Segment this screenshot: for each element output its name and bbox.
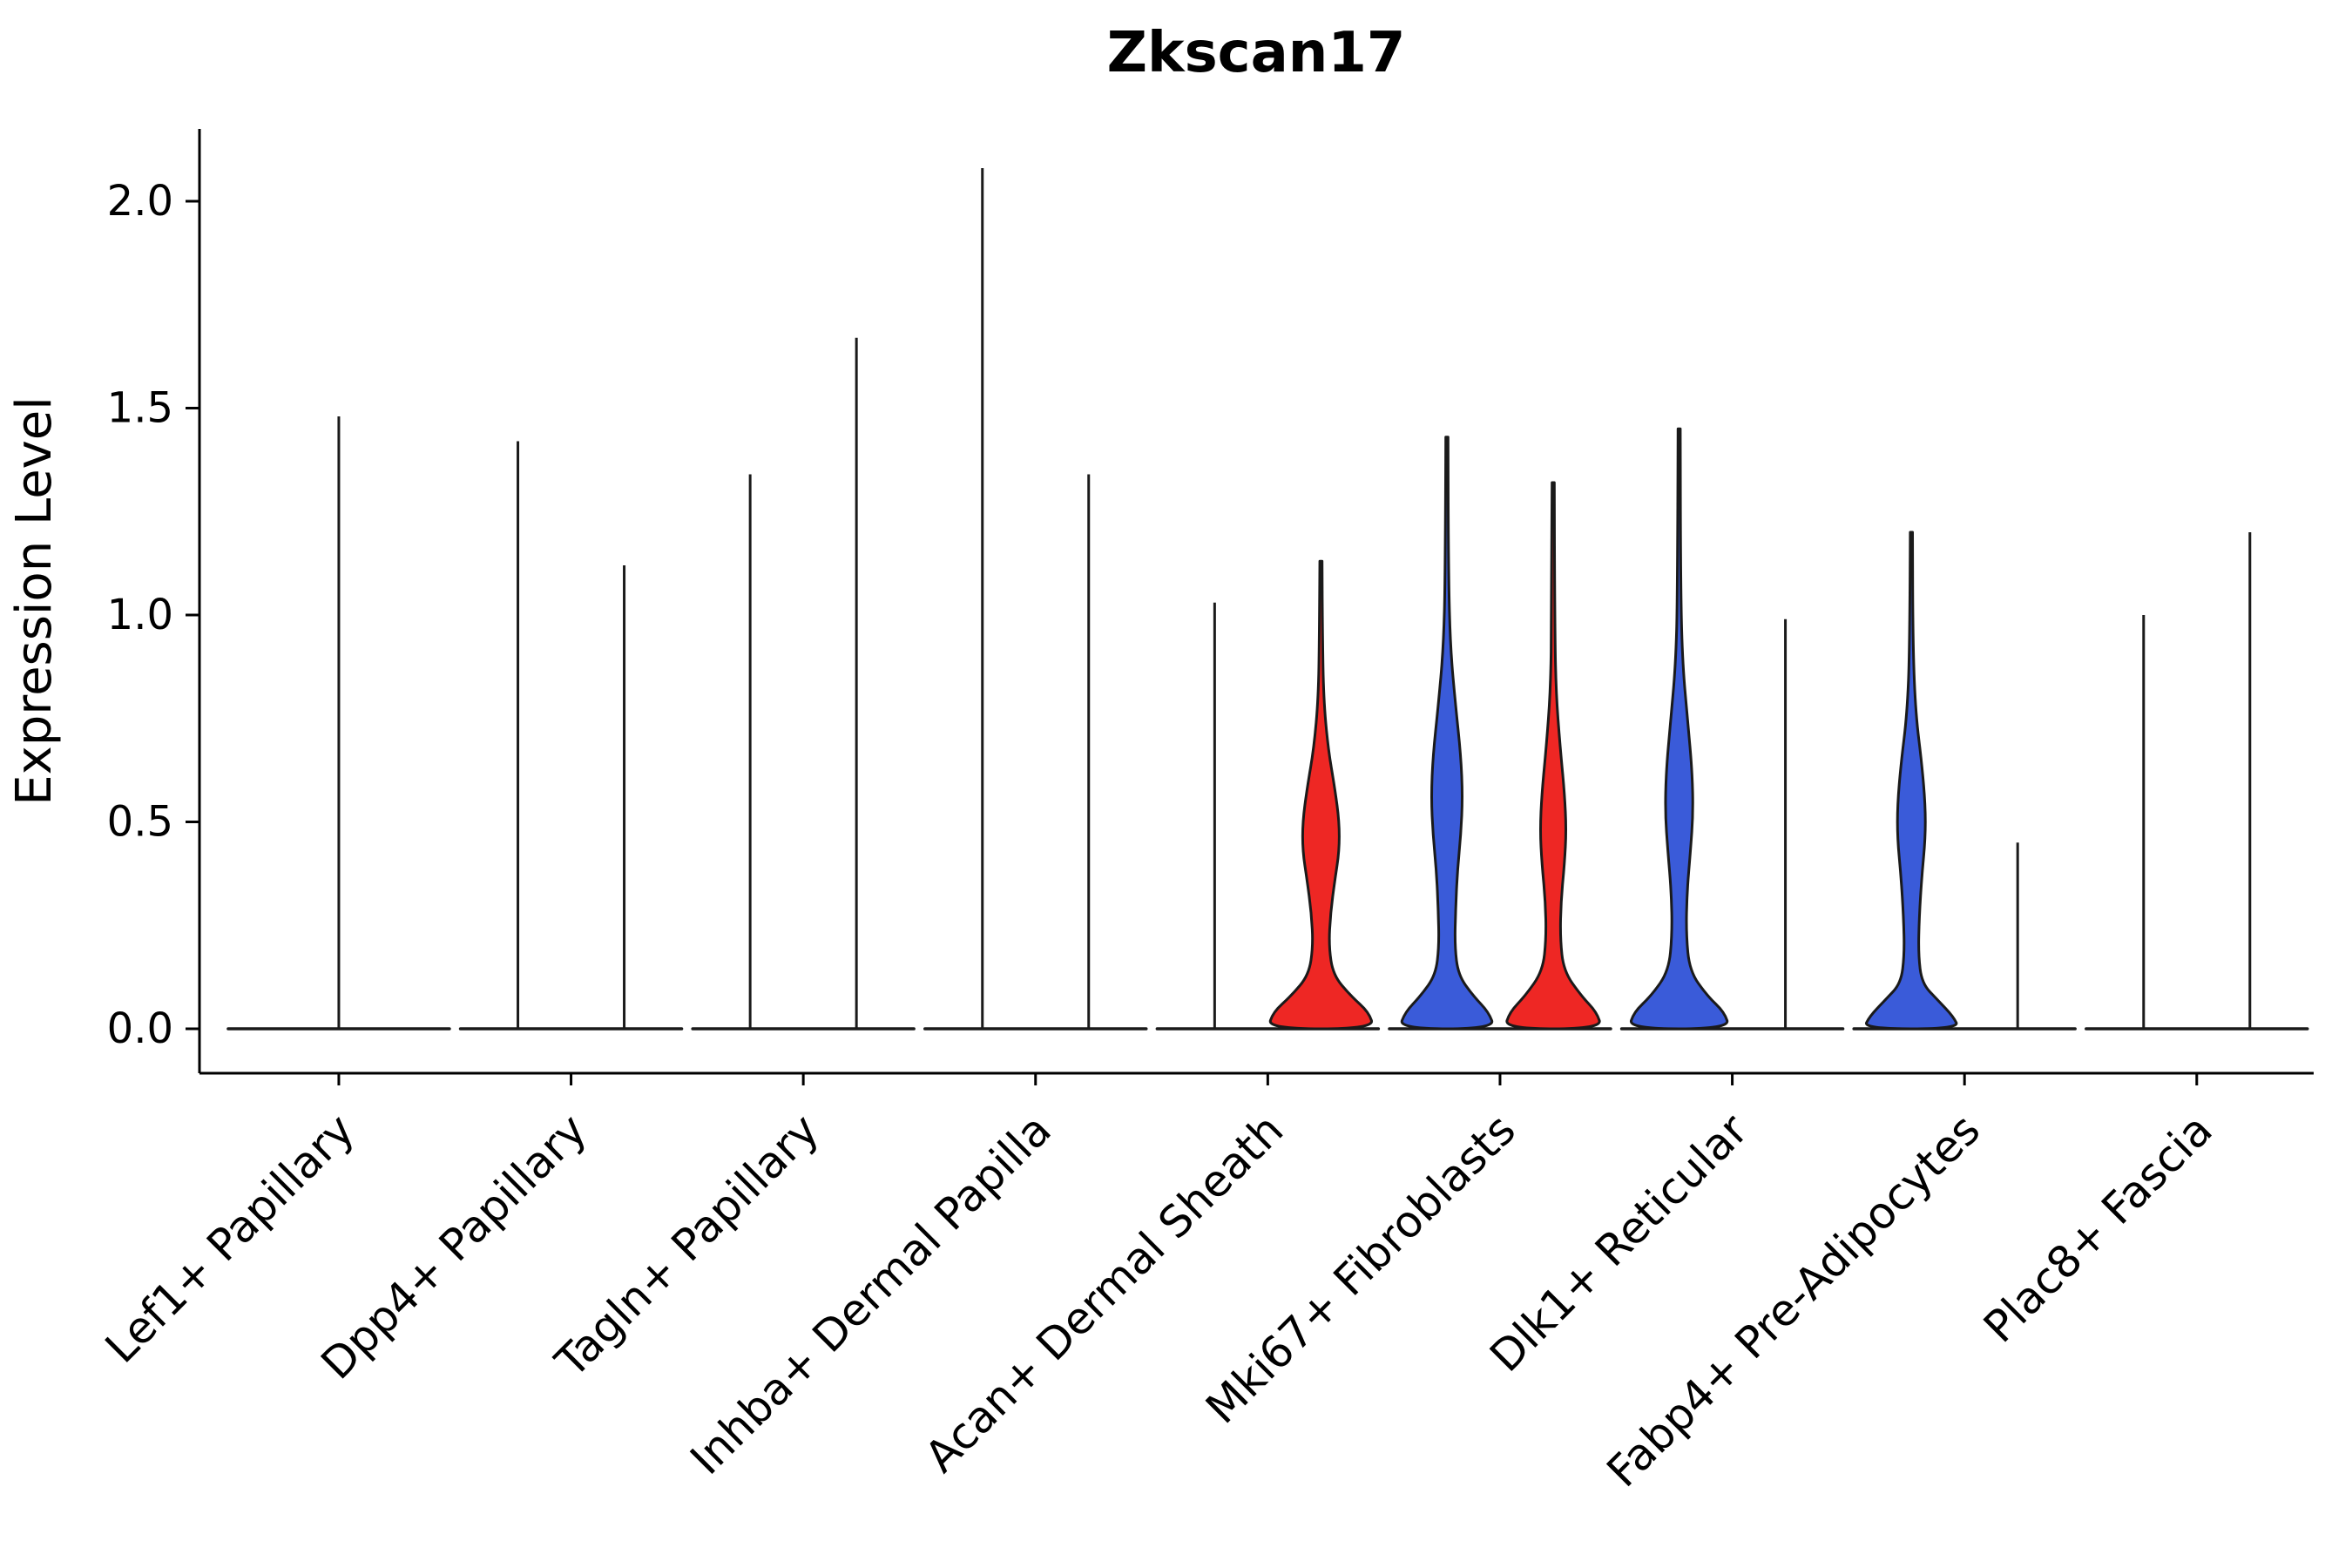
y-tick-label: 2.0 <box>107 177 173 226</box>
violin-body-red <box>1268 559 1373 1031</box>
x-tick-label-group: Dlk1+ Reticular <box>1480 1104 1757 1381</box>
violin-body-blue <box>1865 531 1958 1031</box>
x-tick-label: Dlk1+ Reticular <box>1480 1104 1757 1381</box>
x-tick-label: Plac8+ Fascia <box>1974 1105 2222 1353</box>
violin-body-blue <box>1630 427 1729 1031</box>
chart-title: Zkscan17 <box>1107 21 1406 85</box>
violin-body-blue <box>1400 436 1494 1031</box>
y-tick-label: 1.5 <box>107 384 173 433</box>
x-tick-label: Fabp4+ Pre-Adipocytes <box>1598 1105 1990 1497</box>
x-tick-label: Lef1+ Papillary <box>96 1105 364 1373</box>
y-axis-label: Expression Level <box>6 396 63 806</box>
x-tick-label-group: Plac8+ Fascia <box>1974 1105 2222 1353</box>
y-tick-label: 0.5 <box>107 798 173 847</box>
violin-body-red <box>1505 481 1601 1031</box>
plot-area <box>226 168 2309 1031</box>
y-tick-label: 0.0 <box>107 1004 173 1053</box>
x-tick-label-group: Fabp4+ Pre-Adipocytes <box>1598 1105 1990 1497</box>
y-tick-label: 1.0 <box>107 591 173 639</box>
x-tick-label-group: Lef1+ Papillary <box>96 1105 364 1373</box>
